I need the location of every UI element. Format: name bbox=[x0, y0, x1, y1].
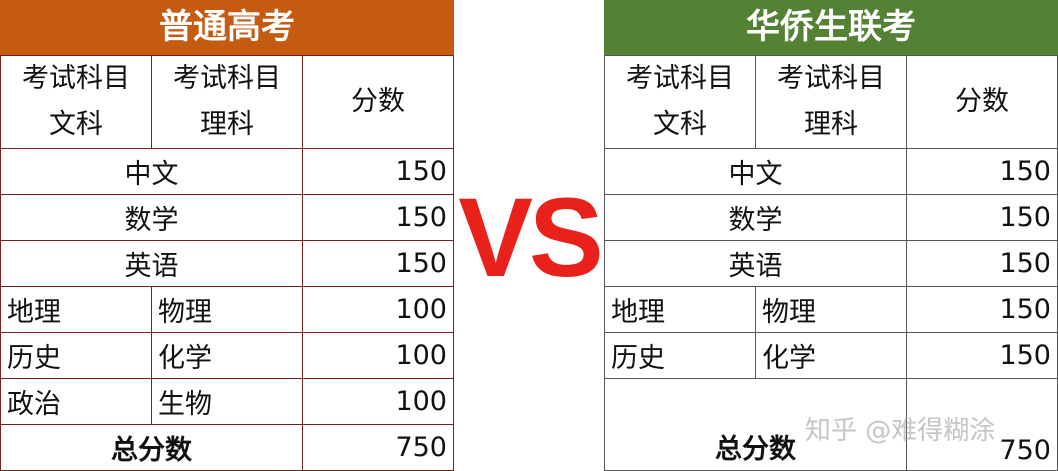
total-score: 750 bbox=[302, 424, 454, 471]
score-cell: 100 bbox=[302, 286, 454, 333]
science-cell: 物理 bbox=[755, 286, 907, 333]
table-row: 地理 物理 150 bbox=[604, 286, 1058, 333]
science-cell: 物理 bbox=[151, 286, 303, 333]
vs-label: VS bbox=[458, 175, 603, 300]
table-row: 政治 生物 100 bbox=[0, 378, 454, 425]
header-score: 分数 bbox=[906, 55, 1058, 149]
header-row: 考试科目 文科 考试科目 理科 分数 bbox=[0, 55, 454, 149]
table-row: 英语 150 bbox=[0, 240, 454, 287]
table-row: 历史 化学 150 bbox=[604, 332, 1058, 379]
total-label: 总分数 bbox=[0, 424, 303, 471]
subject-cell: 英语 bbox=[604, 240, 907, 287]
header-arts: 考试科目 文科 bbox=[0, 55, 152, 149]
table-row: 中文 150 bbox=[604, 148, 1058, 195]
overseas-title: 华侨生联考 bbox=[604, 0, 1058, 55]
total-row: 总分数 750 bbox=[0, 424, 454, 471]
header-arts: 考试科目 文科 bbox=[604, 55, 756, 149]
table-row: 中文 150 bbox=[0, 148, 454, 195]
header-score: 分数 bbox=[302, 55, 454, 149]
subject-cell: 中文 bbox=[0, 148, 303, 195]
header-science: 考试科目 理科 bbox=[755, 55, 907, 149]
table-row: 数学 150 bbox=[604, 194, 1058, 241]
science-cell: 生物 bbox=[151, 378, 303, 425]
gaokao-score-table: 考试科目 文科 考试科目 理科 分数 中文 150 数学 150 英语 150 地理 物理 1… bbox=[0, 55, 454, 471]
subject-cell: 英语 bbox=[0, 240, 303, 287]
subject-cell: 数学 bbox=[0, 194, 303, 241]
science-cell: 化学 bbox=[151, 332, 303, 379]
science-cell: 化学 bbox=[755, 332, 907, 379]
score-cell: 100 bbox=[302, 378, 454, 425]
score-cell: 150 bbox=[302, 194, 454, 241]
subject-cell: 中文 bbox=[604, 148, 907, 195]
overseas-score-table: 考试科目 文科 考试科目 理科 分数 中文 150 数学 150 英语 150 地理 物理 1… bbox=[604, 55, 1058, 471]
table-row: 数学 150 bbox=[0, 194, 454, 241]
score-cell: 150 bbox=[906, 240, 1058, 287]
table-row: 地理 物理 100 bbox=[0, 286, 454, 333]
arts-cell: 地理 bbox=[604, 286, 756, 333]
table-row: 历史 化学 100 bbox=[0, 332, 454, 379]
gaokao-table: 普通高考 考试科目 文科 考试科目 理科 分数 中文 150 数学 150 英语 150 … bbox=[0, 0, 454, 471]
watermark: 知乎 @难得糊涂 bbox=[805, 416, 996, 446]
arts-cell: 历史 bbox=[0, 332, 152, 379]
score-cell: 150 bbox=[906, 194, 1058, 241]
score-cell: 150 bbox=[906, 332, 1058, 379]
total-row: 总分数 750 bbox=[604, 378, 1058, 471]
arts-cell: 地理 bbox=[0, 286, 152, 333]
subject-cell: 数学 bbox=[604, 194, 907, 241]
arts-cell: 历史 bbox=[604, 332, 756, 379]
score-cell: 150 bbox=[906, 148, 1058, 195]
score-cell: 150 bbox=[302, 148, 454, 195]
table-row: 英语 150 bbox=[604, 240, 1058, 287]
header-row: 考试科目 文科 考试科目 理科 分数 bbox=[604, 55, 1058, 149]
score-cell: 150 bbox=[906, 286, 1058, 333]
score-cell: 150 bbox=[302, 240, 454, 287]
gaokao-title: 普通高考 bbox=[0, 0, 454, 55]
total-score: 750 bbox=[906, 378, 1058, 471]
total-label: 总分数 bbox=[604, 378, 907, 471]
score-cell: 100 bbox=[302, 332, 454, 379]
overseas-chinese-table: 华侨生联考 考试科目 文科 考试科目 理科 分数 中文 150 数学 150 英语 150… bbox=[604, 0, 1058, 471]
header-science: 考试科目 理科 bbox=[151, 55, 303, 149]
arts-cell: 政治 bbox=[0, 378, 152, 425]
